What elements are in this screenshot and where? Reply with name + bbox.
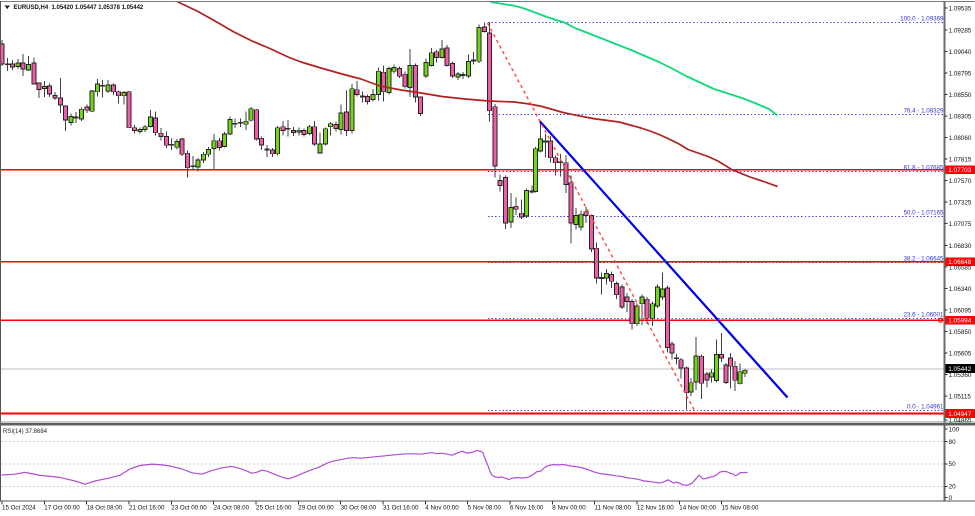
- svg-text:1.06830: 1.06830: [949, 243, 972, 250]
- svg-text:1.05442: 1.05442: [948, 366, 972, 373]
- svg-text:1.06340: 1.06340: [949, 286, 972, 293]
- svg-text:8 Nov 00:00: 8 Nov 00:00: [552, 505, 586, 512]
- svg-text:0: 0: [949, 495, 953, 502]
- svg-text:1.05115: 1.05115: [949, 393, 972, 400]
- svg-text:1.05605: 1.05605: [949, 350, 972, 357]
- svg-text:1.09040: 1.09040: [949, 49, 972, 56]
- svg-text:1.07815: 1.07815: [949, 156, 972, 163]
- svg-text:1.08550: 1.08550: [949, 92, 972, 99]
- svg-text:100: 100: [949, 426, 960, 433]
- svg-text:18 Oct 08:00: 18 Oct 08:00: [87, 505, 123, 512]
- svg-text:100.0 - 1.09369: 100.0 - 1.09369: [900, 16, 944, 23]
- svg-text:1.04865: 1.04865: [949, 417, 972, 424]
- svg-text:38.2 - 1.06645: 38.2 - 1.06645: [904, 256, 944, 263]
- svg-text:15 Oct 2024: 15 Oct 2024: [2, 505, 36, 512]
- svg-text:1.08305: 1.08305: [949, 113, 972, 120]
- svg-text:24 Oct 08:00: 24 Oct 08:00: [214, 505, 250, 512]
- svg-text:1.05994: 1.05994: [948, 318, 972, 325]
- svg-text:1.06585: 1.06585: [949, 264, 972, 271]
- svg-text:17 Oct 00:00: 17 Oct 00:00: [44, 505, 80, 512]
- svg-text:23.6 - 1.06001: 23.6 - 1.06001: [904, 312, 944, 319]
- svg-text:23 Oct 00:00: 23 Oct 00:00: [171, 505, 207, 512]
- svg-text:1.07325: 1.07325: [949, 199, 972, 206]
- svg-text:0.0 - 1.04961: 0.0 - 1.04961: [907, 404, 944, 411]
- svg-text:20: 20: [949, 484, 957, 491]
- svg-text:1.07570: 1.07570: [949, 178, 972, 185]
- svg-text:1.08795: 1.08795: [949, 70, 972, 77]
- svg-text:14 Nov 00:00: 14 Nov 00:00: [679, 505, 716, 512]
- svg-text:12 Nov 16:00: 12 Nov 16:00: [637, 505, 674, 512]
- svg-text:1.06648: 1.06648: [948, 259, 972, 266]
- svg-text:EURUSD,H4 1.05420 1.05447 1.0: EURUSD,H4 1.05420 1.05447 1.05378 1.0544…: [14, 5, 144, 11]
- svg-text:5 Nov 08:00: 5 Nov 08:00: [468, 505, 502, 512]
- svg-text:76.4 - 1.08329: 76.4 - 1.08329: [904, 108, 944, 115]
- svg-text:31 Oct 16:00: 31 Oct 16:00: [383, 505, 419, 512]
- svg-text:50: 50: [949, 461, 957, 468]
- svg-text:30 Oct 08:00: 30 Oct 08:00: [341, 505, 377, 512]
- svg-text:1.07703: 1.07703: [948, 167, 972, 174]
- svg-text:RSI(14) 37.8684: RSI(14) 37.8684: [3, 429, 48, 435]
- svg-text:1.05850: 1.05850: [949, 329, 972, 336]
- svg-text:1.07075: 1.07075: [949, 221, 972, 228]
- svg-text:1.09535: 1.09535: [949, 5, 972, 12]
- svg-text:4 Nov 00:00: 4 Nov 00:00: [425, 505, 459, 512]
- svg-text:6 Nov 16:00: 6 Nov 16:00: [510, 505, 544, 512]
- svg-text:1.09285: 1.09285: [949, 27, 972, 34]
- svg-text:1.04947: 1.04947: [948, 411, 972, 418]
- svg-text:50.0 - 1.07165: 50.0 - 1.07165: [904, 210, 944, 217]
- svg-text:80: 80: [949, 439, 957, 446]
- svg-text:11 Nov 08:00: 11 Nov 08:00: [595, 505, 632, 512]
- svg-text:25 Oct 16:00: 25 Oct 16:00: [256, 505, 292, 512]
- svg-text:1.06095: 1.06095: [949, 307, 972, 314]
- svg-text:21 Oct 16:00: 21 Oct 16:00: [129, 505, 165, 512]
- svg-text:15 Nov 08:00: 15 Nov 08:00: [722, 505, 759, 512]
- svg-text:29 Oct 00:00: 29 Oct 00:00: [298, 505, 334, 512]
- svg-text:61.8 - 1.07685: 61.8 - 1.07685: [904, 165, 944, 172]
- svg-text:1.05360: 1.05360: [949, 372, 972, 379]
- svg-text:1.08060: 1.08060: [949, 135, 972, 142]
